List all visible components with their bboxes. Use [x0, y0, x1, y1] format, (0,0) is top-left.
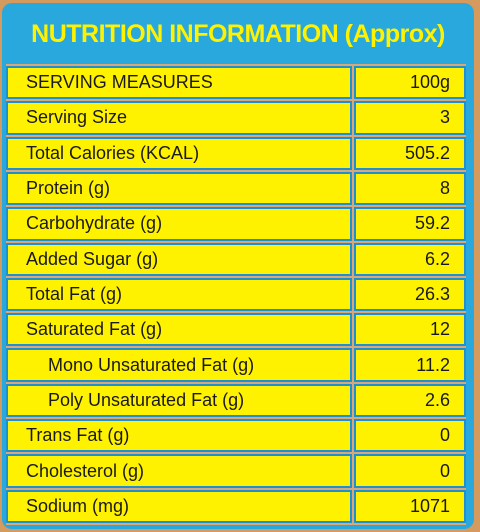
row: Trans Fat (g) 0: [6, 419, 466, 453]
row: SERVING MEASURES 100g: [6, 66, 466, 100]
row-label: Mono Unsaturated Fat (g): [6, 348, 352, 382]
row-label: Poly Unsaturated Fat (g): [6, 383, 352, 418]
row-label: Cholesterol (g): [6, 454, 352, 488]
row: Poly Unsaturated Fat (g) 2.6: [6, 383, 466, 418]
row: Cholesterol (g) 0: [6, 454, 466, 488]
row-label: Carbohydrate (g): [6, 207, 352, 241]
label-frame: NUTRITION INFORMATION (Approx) SERVING M…: [2, 3, 474, 529]
row-label: Added Sugar (g): [6, 242, 352, 276]
row-label: SERVING MEASURES: [6, 66, 352, 100]
title: NUTRITION INFORMATION (Approx): [31, 19, 445, 48]
row-value: 6.2: [354, 242, 466, 276]
row: Carbohydrate (g) 59.2: [6, 207, 466, 241]
row-value: 12: [354, 313, 466, 347]
row-value: 8: [354, 171, 466, 206]
row: Total Calories (KCAL) 505.2: [6, 136, 466, 170]
row: Protein (g) 8: [6, 171, 466, 206]
row: Total Fat (g) 26.3: [6, 277, 466, 312]
row-value: 1071: [354, 489, 466, 523]
row-label: Serving Size: [6, 101, 352, 135]
row-label: Protein (g): [6, 171, 352, 206]
row-value: 505.2: [354, 136, 466, 170]
row-value: 59.2: [354, 207, 466, 241]
row: Mono Unsaturated Fat (g) 11.2: [6, 348, 466, 382]
row-value: 100g: [354, 66, 466, 100]
row-value: 3: [354, 101, 466, 135]
nutrition-table: SERVING MEASURES 100g Serving Size 3 Total…: [6, 64, 466, 525]
row: Serving Size 3: [6, 101, 466, 135]
row-value: 2.6: [354, 383, 466, 418]
row-value: 26.3: [354, 277, 466, 312]
row-label: Total Fat (g): [6, 277, 352, 312]
row-label: Saturated Fat (g): [6, 313, 352, 347]
row-value: 0: [354, 419, 466, 453]
row-label: Trans Fat (g): [6, 419, 352, 453]
row: Added Sugar (g) 6.2: [6, 242, 466, 276]
row-value: 11.2: [354, 348, 466, 382]
row-value: 0: [354, 454, 466, 488]
row-label: Total Calories (KCAL): [6, 136, 352, 170]
row-label: Sodium (mg): [6, 489, 352, 523]
row: Saturated Fat (g) 12: [6, 313, 466, 347]
row: Sodium (mg) 1071: [6, 489, 466, 523]
